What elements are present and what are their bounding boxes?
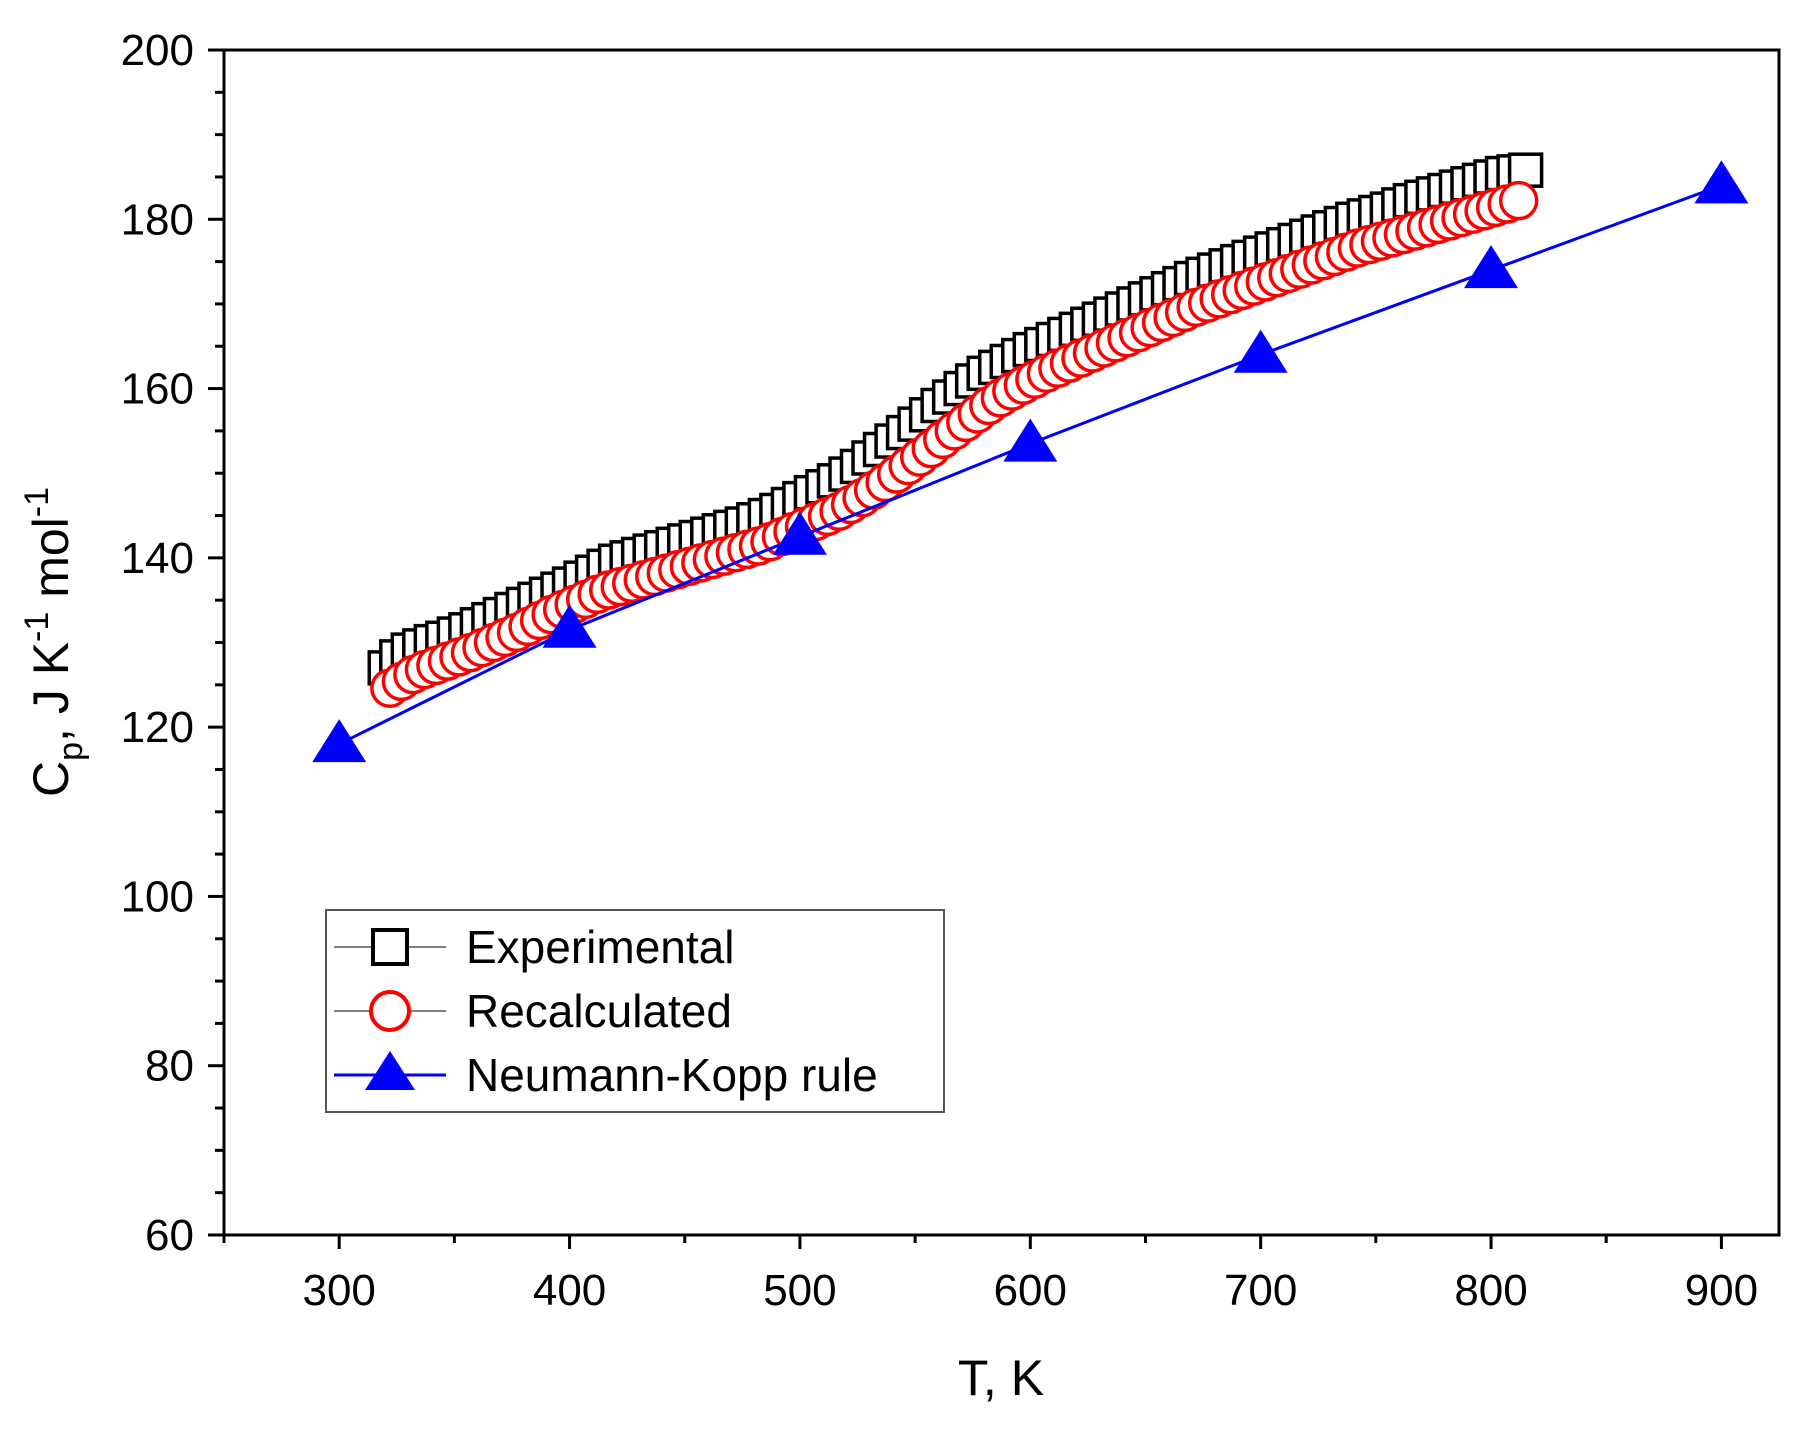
y-tick-label: 180 xyxy=(121,195,194,244)
series-neumann-kopp-rule xyxy=(312,160,1749,763)
data-point-neumann-kopp xyxy=(1694,160,1749,204)
legend: Experimental Recalculated Neumann-Kopp r… xyxy=(325,909,945,1113)
x-tick-label: 800 xyxy=(1454,1266,1527,1315)
y-axis-title-mol: mol xyxy=(23,517,79,611)
y-tick-label: 100 xyxy=(121,872,194,921)
x-tick-label: 500 xyxy=(763,1266,836,1315)
y-tick-label: 200 xyxy=(121,26,194,75)
data-point-neumann-kopp xyxy=(1233,329,1288,373)
data-point-neumann-kopp xyxy=(1003,418,1058,462)
data-point-neumann-kopp xyxy=(312,719,367,763)
ticks-layer: 300 400 500 600 700 800 900 60 80 100 120 140 160 180… xyxy=(121,26,1759,1315)
legend-label-experimental: Experimental xyxy=(466,921,734,973)
data-point-recalculated xyxy=(1498,180,1539,221)
x-tick-label: 900 xyxy=(1685,1266,1758,1315)
legend-marker-experimental xyxy=(371,928,409,966)
data-point-neumann-kopp xyxy=(542,604,597,648)
y-axis-title-sup1: -1 xyxy=(18,612,56,642)
x-tick-label: 300 xyxy=(302,1266,375,1315)
legend-marker-neumann-kopp xyxy=(365,1051,415,1090)
y-axis-title-subscript: p xyxy=(52,742,90,761)
series-recalculated xyxy=(370,180,1539,708)
y-tick-label: 120 xyxy=(121,703,194,752)
x-tick-label: 400 xyxy=(533,1266,606,1315)
x-axis-title: T, K xyxy=(958,1350,1044,1406)
y-axis-title-base: C xyxy=(23,761,79,797)
series-layer xyxy=(312,152,1749,763)
data-point-neumann-kopp xyxy=(1464,245,1519,289)
x-tick-label: 700 xyxy=(1224,1266,1297,1315)
y-axis-title-units: , J K xyxy=(23,642,79,742)
legend-label-neumann-kopp: Neumann-Kopp rule xyxy=(466,1049,878,1101)
y-tick-label: 160 xyxy=(121,365,194,414)
y-axis-title: Cp, J K-1 mol-1 xyxy=(18,487,90,797)
y-tick-label: 140 xyxy=(121,534,194,583)
y-tick-label: 80 xyxy=(145,1042,194,1091)
legend-marker-recalculated xyxy=(369,990,411,1032)
x-tick-label: 600 xyxy=(994,1266,1067,1315)
data-point-experimental xyxy=(1507,152,1544,188)
data-point-neumann-kopp xyxy=(772,511,827,555)
legend-label-recalculated: Recalculated xyxy=(466,985,732,1037)
y-axis-title-sup2: -1 xyxy=(18,487,56,517)
y-tick-label: 60 xyxy=(145,1211,194,1260)
